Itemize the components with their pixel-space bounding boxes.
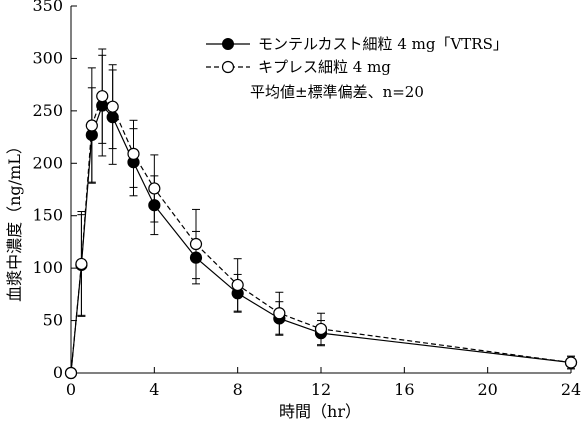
- x-tick-label: 8: [233, 380, 243, 399]
- y-tick-label: 50: [43, 311, 63, 330]
- legend-label-series-1: モンテルカスト細粒 4 mg「VTRS」: [258, 35, 508, 53]
- x-tick-label: 16: [394, 380, 414, 399]
- series-line: [70, 104, 572, 374]
- legend-marker-series-1: [222, 38, 234, 50]
- data-point: [106, 100, 119, 113]
- y-tick-label: 0: [53, 363, 63, 382]
- x-tick-label: 12: [311, 380, 331, 399]
- data-point: [189, 251, 203, 264]
- y-tick-label: 150: [32, 206, 63, 225]
- data-point: [64, 366, 78, 380]
- data-point: [96, 90, 109, 103]
- y-tick-label: 300: [32, 48, 63, 67]
- y-tick-label: 350: [32, 0, 63, 15]
- data-point: [148, 182, 161, 195]
- data-point: [75, 257, 88, 271]
- legend-label-series-2: キプレス細粒 4 mg: [258, 58, 391, 76]
- series-2-markers: [64, 90, 578, 380]
- data-point: [148, 199, 161, 212]
- x-tick-label: 24: [561, 380, 581, 399]
- data-point: [314, 322, 328, 336]
- ticks: 0 50 100 150 200 250 300 350 0 4 8 12 16 20 24: [32, 0, 581, 399]
- y-tick-label: 200: [32, 153, 63, 172]
- y-tick-label: 250: [32, 101, 63, 120]
- series-1-markers: [64, 99, 578, 380]
- series-layer: [64, 48, 578, 380]
- x-tick-label: 0: [66, 380, 76, 399]
- data-point: [231, 278, 244, 292]
- data-point: [85, 119, 98, 132]
- legend: モンテルカスト細粒 4 mg「VTRS」 キプレス細粒 4 mg 平均値±標準偏…: [206, 35, 508, 101]
- legend-marker-series-2: [221, 60, 235, 74]
- series-line: [70, 95, 572, 374]
- x-tick-label: 20: [477, 380, 497, 399]
- x-axis-title: 時間（hr）: [279, 402, 361, 421]
- data-point: [273, 307, 286, 320]
- legend-note: 平均値±標準偏差、n=20: [250, 83, 424, 101]
- data-point: [106, 111, 119, 124]
- y-axis-title: 血漿中濃度（ng/mL）: [5, 138, 24, 302]
- x-tick-label: 4: [149, 380, 159, 399]
- data-point: [564, 356, 578, 369]
- data-point: [127, 147, 140, 160]
- data-point: [189, 237, 203, 251]
- y-tick-label: 100: [32, 258, 63, 277]
